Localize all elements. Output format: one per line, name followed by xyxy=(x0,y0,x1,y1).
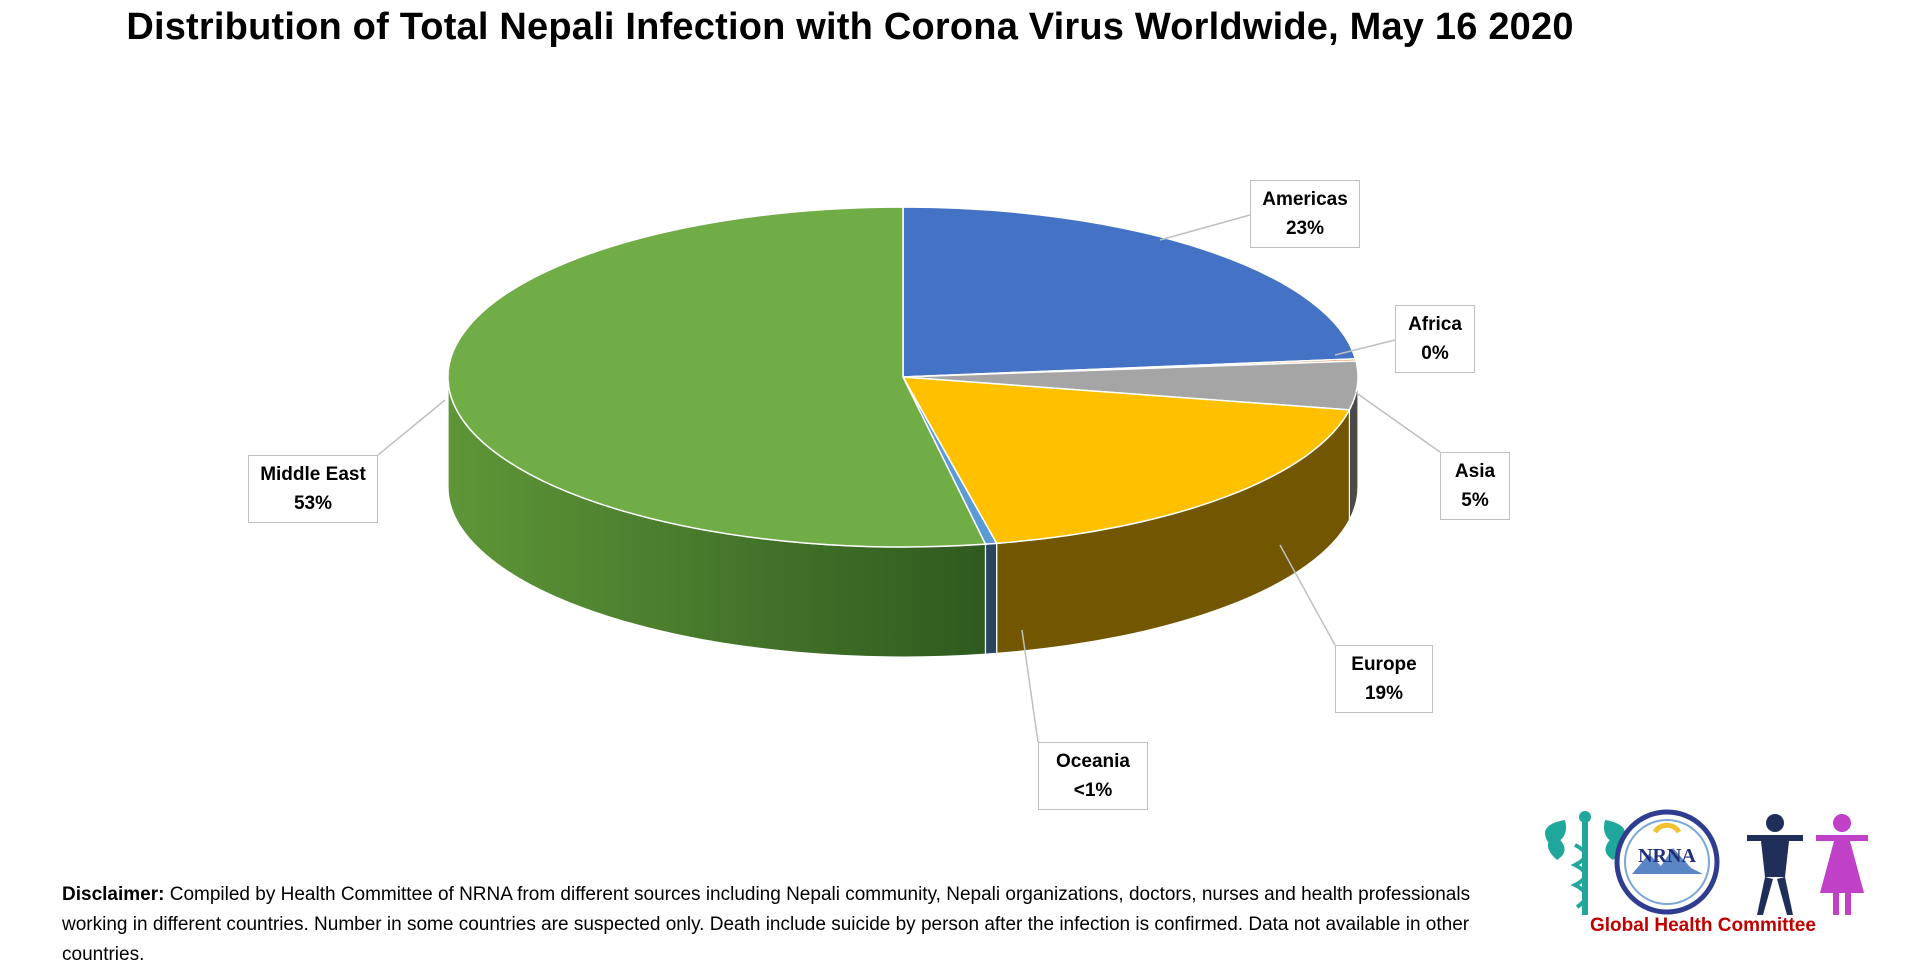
nrna-logo-icon: NRNA xyxy=(1614,809,1720,915)
disclaimer-text: Compiled by Health Committee of NRNA fro… xyxy=(62,884,1471,965)
data-label-value: 19% xyxy=(1364,683,1404,704)
disclaimer: Disclaimer: Compiled by Health Committee… xyxy=(62,880,1482,970)
pie-sides xyxy=(447,376,1359,658)
pie-tops xyxy=(447,206,1359,548)
man-figure-icon xyxy=(1747,814,1803,915)
data-label-value: 23% xyxy=(1285,218,1325,239)
leader-line-africa xyxy=(1334,339,1396,356)
data-label-middle-east: Middle East 53% xyxy=(248,455,378,523)
leader-line-oceania xyxy=(1021,629,1039,743)
leader-line-europe xyxy=(1279,544,1336,646)
pie-slice-middle-east xyxy=(447,206,987,548)
pie-slice-europe xyxy=(901,376,1351,545)
data-label-value: 53% xyxy=(293,493,333,514)
nrna-logo-text: NRNA xyxy=(1638,845,1696,867)
data-label-oceania: Oceania <1% xyxy=(1038,742,1148,810)
data-label-value: <1% xyxy=(1073,780,1113,801)
data-label-name: Oceania xyxy=(1056,751,1130,772)
data-label-europe: Europe 19% xyxy=(1335,645,1433,713)
pie-side-oceania xyxy=(984,542,998,655)
data-label-value: 0% xyxy=(1421,343,1449,364)
data-label-americas: Americas 23% xyxy=(1250,180,1360,248)
leader-line-asia xyxy=(1354,391,1441,453)
logo-caption: Global Health Committee xyxy=(1590,915,1816,936)
data-label-asia: Asia 5% xyxy=(1440,452,1510,520)
pie-slice-americas xyxy=(902,206,1357,378)
data-label-name: Middle East xyxy=(260,464,366,485)
leader-line-middle-east xyxy=(377,399,446,456)
leader-lines xyxy=(377,214,1441,743)
leader-line-americas xyxy=(1159,214,1251,241)
data-label-africa: Africa 0% xyxy=(1395,305,1475,373)
data-label-value: 5% xyxy=(1461,490,1489,511)
woman-figure-icon xyxy=(1816,814,1868,915)
data-label-name: Europe xyxy=(1351,654,1417,675)
chart-title: Distribution of Total Nepali Infection w… xyxy=(126,6,1574,48)
disclaimer-heading: Disclaimer: xyxy=(62,884,165,905)
data-label-name: Asia xyxy=(1454,461,1496,482)
data-label-name: Americas xyxy=(1262,189,1348,210)
caduceus-icon xyxy=(1545,811,1625,915)
data-label-name: Africa xyxy=(1408,314,1462,335)
